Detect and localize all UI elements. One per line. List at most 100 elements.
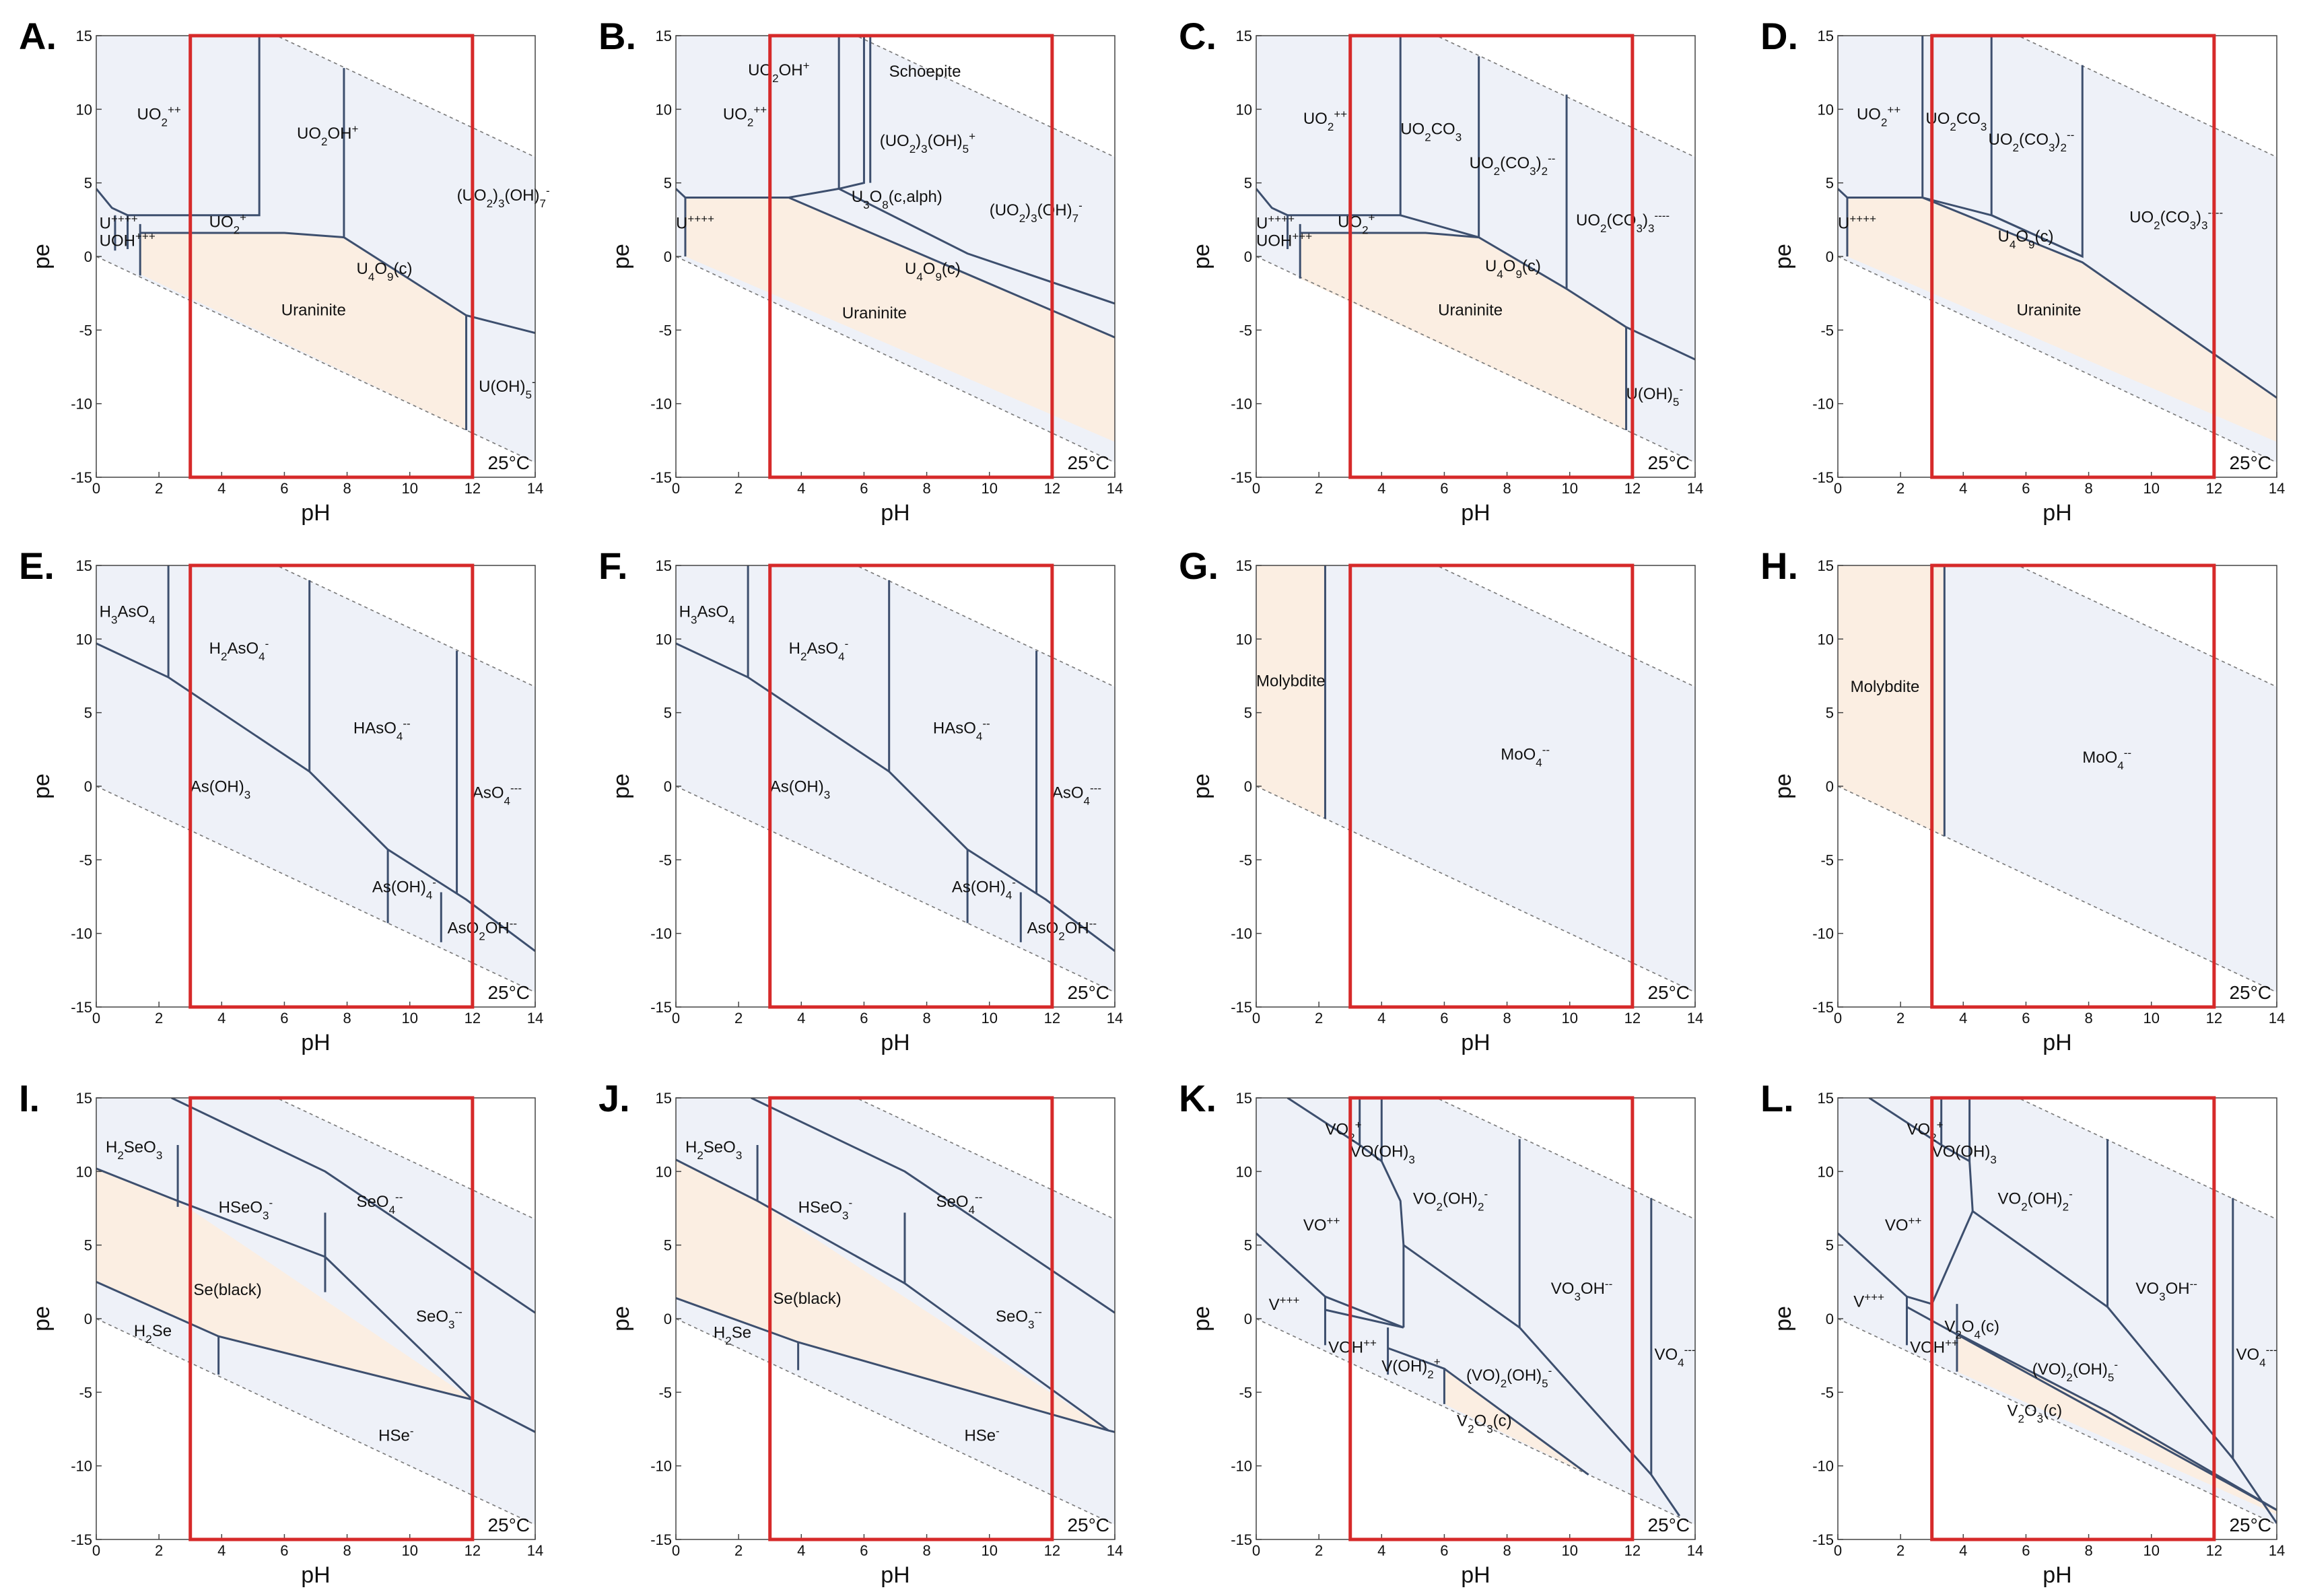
x-tick-label: 8 [343, 1542, 351, 1559]
panel-k: VO2+VO(OH)3VO2(OH)2-VO++VO3OH--V+++VOH++… [1179, 1077, 1703, 1588]
solid-field [1838, 565, 1945, 837]
x-tick-label: 10 [2143, 1010, 2159, 1027]
region-label: H2SeO3 [685, 1138, 742, 1162]
region-label: VO3OH-- [2135, 1277, 2197, 1303]
plot-area [96, 36, 535, 463]
x-axis-label: pH [301, 500, 330, 526]
region-label: Uraninite [842, 304, 907, 322]
phase-boundary [751, 1098, 1115, 1314]
y-tick-label: 0 [84, 248, 92, 265]
y-tick-label: 5 [1826, 705, 1834, 722]
y-tick-label: -10 [650, 396, 672, 413]
x-tick-label: 2 [734, 1010, 743, 1027]
x-tick-label: 4 [1377, 480, 1385, 497]
o2-water-line [854, 565, 1115, 688]
region-label: U4O9(c) [1485, 257, 1541, 281]
phase-boundary [96, 36, 261, 217]
h2-water-line [676, 786, 1115, 993]
panel-letter: L. [1760, 1077, 1794, 1119]
h2-water-line [96, 256, 535, 463]
region-label: Uraninite [2016, 301, 2081, 319]
region-label: U++++ [676, 212, 714, 233]
x-tick-label: 4 [217, 480, 226, 497]
phase-boundary [838, 188, 1115, 305]
region-label: UO2CO3 [1400, 120, 1462, 144]
panel-c: UO2++UO2CO3UO2(CO3)2--UO2(CO3)3----U++++… [1179, 15, 1703, 526]
phase-boundary [1838, 36, 1924, 199]
region-label: U4O9(c) [905, 260, 961, 283]
y-tick-label: 5 [84, 175, 92, 192]
temperature-label: 25°C [487, 982, 530, 1003]
x-tick-label: 8 [2084, 480, 2092, 497]
y-tick-label: 0 [84, 1311, 92, 1327]
y-tick-label: 15 [76, 1090, 92, 1107]
h2-water-line [676, 256, 1115, 463]
h2-water-line [96, 786, 535, 993]
y-tick-label: -5 [79, 1384, 92, 1401]
x-tick-label: 14 [527, 480, 543, 497]
y-axis-label: pe [609, 1306, 634, 1331]
region-label: (VO)2(OH)5- [2032, 1358, 2118, 1384]
region-label: VO(OH)3 [1932, 1142, 1997, 1166]
x-tick-label: 6 [2022, 1542, 2030, 1559]
y-tick-label: -15 [1231, 999, 1252, 1016]
x-tick-label: 12 [465, 1010, 481, 1027]
panel-letter: H. [1760, 545, 1798, 587]
solid-field [140, 233, 467, 431]
y-tick-label: 5 [84, 1237, 92, 1254]
x-tick-label: 10 [401, 480, 417, 497]
y-tick-label: -5 [658, 852, 672, 868]
region-label: HSe- [964, 1424, 999, 1445]
x-tick-label: 4 [1377, 1010, 1385, 1027]
region-label: VO4--- [1654, 1344, 1695, 1369]
y-tick-label: 10 [1236, 1163, 1252, 1180]
region-label: VOH++ [1328, 1336, 1377, 1357]
phase-boundary [788, 197, 1115, 339]
y-tick-label: -5 [1820, 322, 1834, 339]
region-label: U++++ [1256, 212, 1295, 233]
y-tick-label: 0 [1826, 1311, 1834, 1327]
plot-area [1838, 36, 2277, 463]
x-tick-label: 6 [2022, 480, 2030, 497]
o2-water-line [1435, 565, 1695, 688]
region-label: H2AsO4- [789, 637, 849, 663]
phase-boundary [676, 1158, 1109, 1432]
region-label: UO2(CO3)3---- [2129, 206, 2223, 232]
solid-field [1847, 197, 2277, 442]
y-tick-label: -10 [1231, 926, 1252, 942]
o2-water-line [2016, 36, 2277, 158]
phase-boundary [888, 771, 1115, 952]
region-label: V2O3(c) [2007, 1401, 2062, 1425]
y-tick-label: -10 [650, 1458, 672, 1475]
panel-letter: G. [1179, 545, 1219, 587]
phase-boundary [838, 36, 865, 190]
y-tick-label: -15 [650, 999, 672, 1016]
h2-water-line [1838, 256, 2277, 463]
x-tick-label: 0 [1834, 480, 1842, 497]
y-tick-label: -10 [650, 926, 672, 942]
x-tick-label: 14 [2269, 480, 2285, 497]
x-tick-label: 8 [922, 1010, 930, 1027]
y-tick-label: 15 [1818, 1090, 1834, 1107]
x-tick-label: 4 [1959, 480, 1967, 497]
aqueous-field [1838, 1098, 2277, 1525]
x-tick-label: 10 [2143, 1542, 2159, 1559]
o2-water-line [275, 36, 535, 158]
x-axis-label: pH [301, 1030, 330, 1055]
x-tick-label: 14 [1687, 1542, 1703, 1559]
x-tick-label: 12 [2206, 1010, 2222, 1027]
panel-f: H3AsO4 H2AsO4- HAsO4-- As(OH)3 AsO4--- As(OH)… [598, 545, 1123, 1055]
x-tick-label: 12 [1624, 1010, 1641, 1027]
x-tick-label: 0 [92, 480, 100, 497]
x-tick-label: 2 [734, 1542, 743, 1559]
y-tick-label: 15 [1818, 28, 1834, 44]
x-tick-label: 14 [2269, 1010, 2285, 1027]
y-tick-label: 15 [656, 1090, 672, 1107]
region-label: UO2++ [137, 103, 181, 129]
y-axis-label: pe [609, 773, 634, 799]
x-axis-label: pH [301, 1562, 330, 1588]
x-tick-label: 12 [465, 1542, 481, 1559]
temperature-label: 25°C [1647, 1515, 1690, 1535]
h2-water-line [1838, 786, 2277, 993]
region-label: U++++ [1838, 212, 1876, 233]
